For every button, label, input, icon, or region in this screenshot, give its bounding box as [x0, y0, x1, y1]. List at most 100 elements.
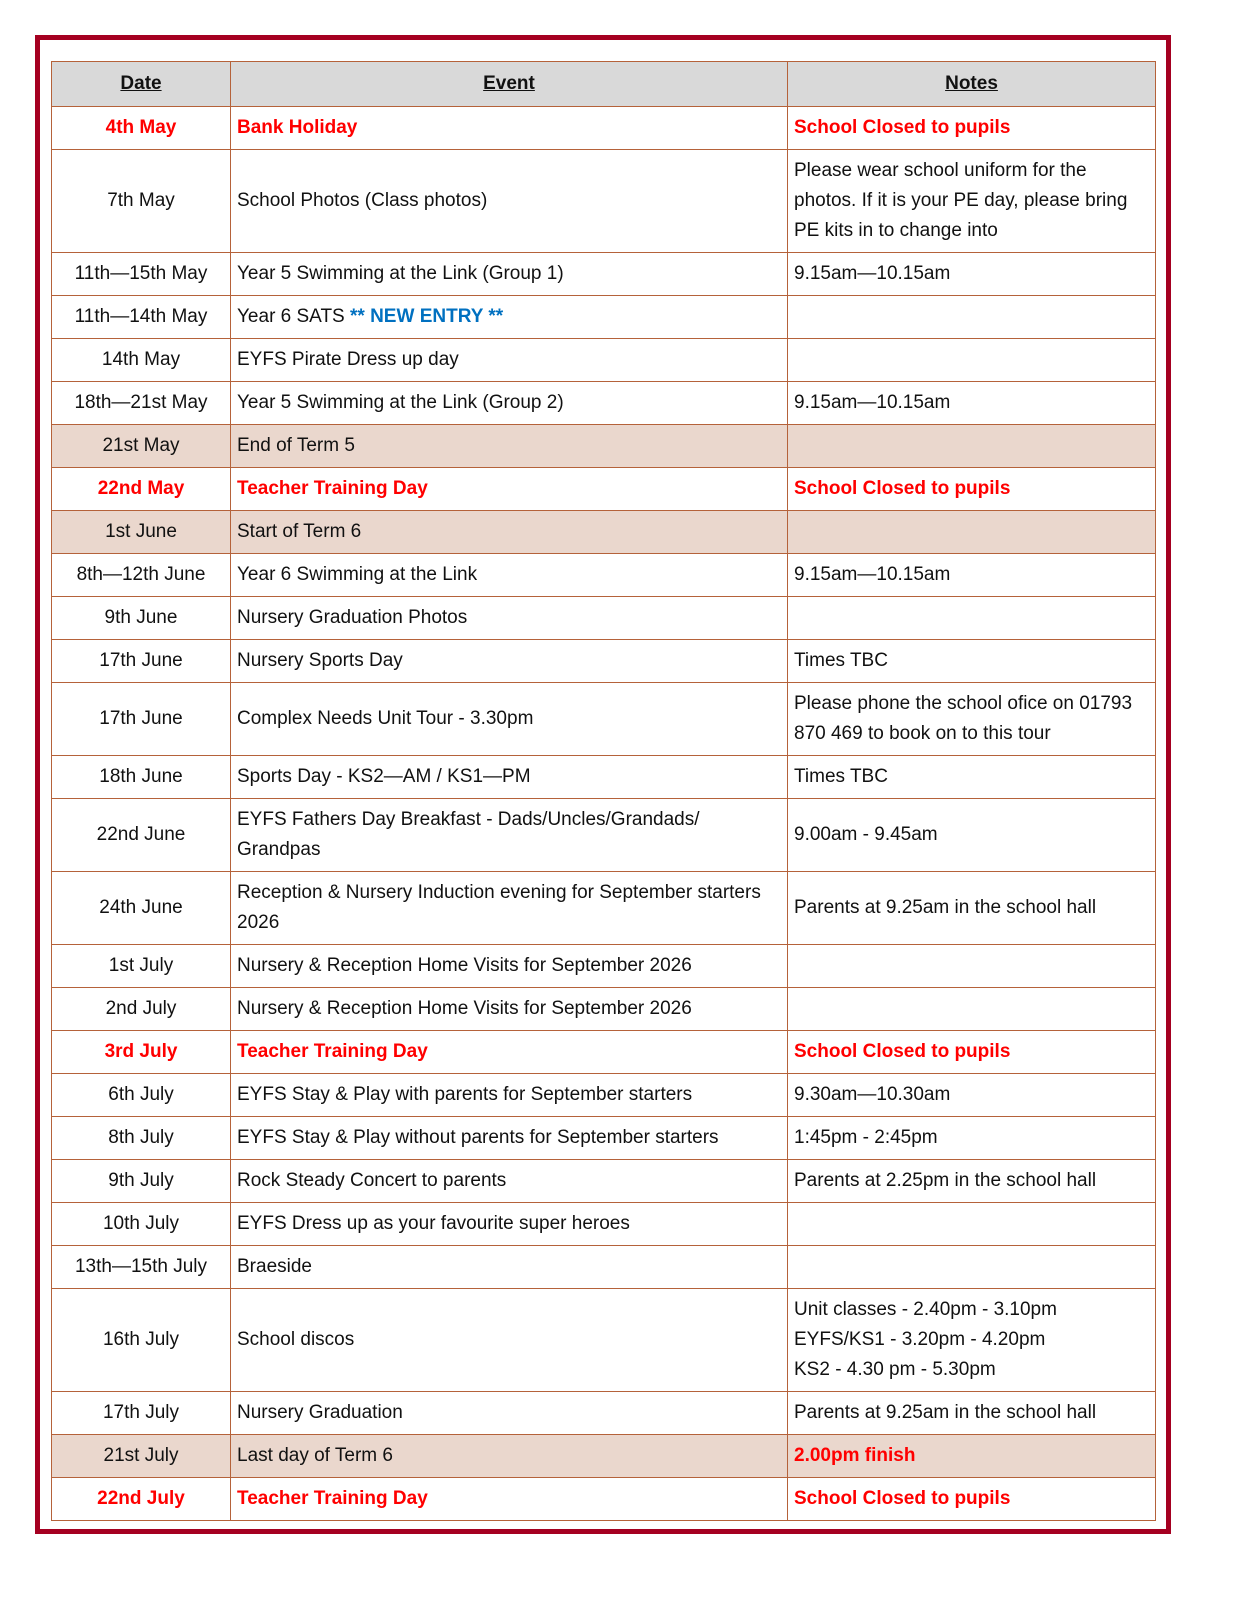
notes-text: 9.15am—10.15am	[794, 263, 951, 284]
date-text: 21st July	[103, 1445, 179, 1466]
table-row: 1st July Nursery & Reception Home Visits …	[51, 944, 1156, 988]
event-text: Year 6 SATS	[237, 306, 351, 327]
event-cell: Rock Steady Concert to parents	[230, 1159, 788, 1203]
table-row: 8th—12th June Year 6 Swimming at the Link…	[51, 553, 1156, 597]
notes-cell	[787, 987, 1156, 1031]
event-cell: EYFS Stay & Play without parents for Sep…	[230, 1116, 788, 1160]
event-cell: Year 5 Swimming at the Link (Group 2)	[230, 381, 788, 425]
date-text: 22nd June	[96, 824, 186, 845]
notes-cell: 9.15am—10.15am	[787, 381, 1156, 425]
date-cell: 22nd June	[51, 798, 231, 872]
date-text: 11th—14th May	[74, 306, 208, 327]
header-row: Date Event Notes	[51, 61, 1156, 107]
event-cell: Last day of Term 6	[230, 1434, 788, 1478]
notes-cell	[787, 424, 1156, 468]
table-row: 7th May School Photos (Class photos) Pleas…	[51, 149, 1156, 253]
date-text: 17th June	[99, 650, 183, 671]
table-row: 10th July EYFS Dress up as your favourite…	[51, 1202, 1156, 1246]
notes-cell	[787, 596, 1156, 640]
date-cell: 4th May	[51, 106, 231, 150]
date-text: 17th July	[102, 1402, 180, 1423]
table-row: 6th July EYFS Stay & Play with parents fo…	[51, 1073, 1156, 1117]
notes-cell	[787, 1202, 1156, 1246]
table-row: 18th—21st May Year 5 Swimming at the Link…	[51, 381, 1156, 425]
date-cell: 3rd July	[51, 1030, 231, 1074]
table-row: 11th—14th May Year 6 SATS ** NEW ENTRY **	[51, 295, 1156, 339]
notes-text: School Closed to pupils	[794, 1041, 1011, 1062]
event-cell: Sports Day - KS2—AM / KS1—PM	[230, 755, 788, 799]
event-text: EYFS Stay & Play with parents for Septem…	[237, 1084, 693, 1105]
table-row: 17th June Nursery Sports Day Times TBC	[51, 639, 1156, 683]
date-cell: 17th June	[51, 639, 231, 683]
notes-text: Times TBC	[794, 650, 888, 671]
event-cell: Year 5 Swimming at the Link (Group 1)	[230, 252, 788, 296]
notes-cell: Parents at 2.25pm in the school hall	[787, 1159, 1156, 1203]
notes-cell: 1:45pm - 2:45pm	[787, 1116, 1156, 1160]
table-row: 17th June Complex Needs Unit Tour - 3.30p…	[51, 682, 1156, 756]
event-text: Year 5 Swimming at the Link (Group 1)	[237, 263, 564, 284]
date-text: 16th July	[102, 1329, 180, 1350]
notes-text: Parents at 9.25am in the school hall	[794, 897, 1097, 918]
notes-cell	[787, 510, 1156, 554]
event-text: Bank Holiday	[237, 117, 358, 138]
event-text: End of Term 5	[237, 435, 355, 456]
event-cell: End of Term 5	[230, 424, 788, 468]
date-cell: 17th July	[51, 1391, 231, 1435]
date-text: 22nd May	[97, 478, 185, 499]
date-cell: 8th July	[51, 1116, 231, 1160]
notes-text: Please wear school uniform for the photo…	[794, 160, 1128, 241]
event-text: Rock Steady Concert to parents	[237, 1170, 507, 1191]
notes-text: School Closed to pupils	[794, 478, 1011, 499]
notes-cell: 9.15am—10.15am	[787, 553, 1156, 597]
page-frame	[35, 35, 1171, 1534]
table-row: 14th May EYFS Pirate Dress up day	[51, 338, 1156, 382]
event-text: Nursery Graduation Photos	[237, 607, 468, 628]
event-cell: Nursery Graduation	[230, 1391, 788, 1435]
table-row: 9th June Nursery Graduation Photos	[51, 596, 1156, 640]
event-header: Event	[230, 61, 788, 107]
event-cell: Braeside	[230, 1245, 788, 1289]
notes-text: Please phone the school ofice on 01793 8…	[794, 693, 1133, 744]
notes-cell	[787, 1245, 1156, 1289]
notes-text: Parents at 2.25pm in the school hall	[794, 1170, 1097, 1191]
table-row: 16th July School discos Unit classes - 2.4…	[51, 1288, 1156, 1392]
event-cell: Complex Needs Unit Tour - 3.30pm	[230, 682, 788, 756]
date-text: 1st June	[105, 521, 177, 542]
event-cell: Year 6 SATS ** NEW ENTRY **	[230, 295, 788, 339]
event-cell: Teacher Training Day	[230, 467, 788, 511]
date-text: 24th June	[99, 897, 183, 918]
event-text: EYFS Fathers Day Breakfast - Dads/Uncles…	[237, 809, 700, 860]
notes-text: 9.30am—10.30am	[794, 1084, 951, 1105]
events-table: Date Event Notes 4th May Bank Holiday Scho…	[51, 61, 1156, 1521]
event-text: Sports Day - KS2—AM / KS1—PM	[237, 766, 531, 787]
date-cell: 21st July	[51, 1434, 231, 1478]
event-cell: School Photos (Class photos)	[230, 149, 788, 253]
notes-text: Times TBC	[794, 766, 888, 787]
notes-cell: School Closed to pupils	[787, 467, 1156, 511]
notes-text: 9.15am—10.15am	[794, 564, 951, 585]
notes-cell: 9.00am - 9.45am	[787, 798, 1156, 872]
notes-line: Unit classes - 2.40pm - 3.10pm	[794, 1299, 1057, 1320]
event-cell: EYFS Stay & Play with parents for Septem…	[230, 1073, 788, 1117]
date-cell: 9th June	[51, 596, 231, 640]
notes-cell	[787, 338, 1156, 382]
date-cell: 11th—15th May	[51, 252, 231, 296]
notes-cell: 9.30am—10.30am	[787, 1073, 1156, 1117]
table-row: 9th July Rock Steady Concert to parents Pa…	[51, 1159, 1156, 1203]
event-text: Complex Needs Unit Tour - 3.30pm	[237, 708, 534, 729]
event-cell: Nursery Graduation Photos	[230, 596, 788, 640]
table-row: 3rd July Teacher Training Day School Close…	[51, 1030, 1156, 1074]
date-text: 8th—12th June	[76, 564, 206, 585]
notes-cell: Please wear school uniform for the photo…	[787, 149, 1156, 253]
date-cell: 10th July	[51, 1202, 231, 1246]
notes-cell: Times TBC	[787, 755, 1156, 799]
table-row: 18th June Sports Day - KS2—AM / KS1—PM Tim…	[51, 755, 1156, 799]
event-text: Nursery & Reception Home Visits for Sept…	[237, 955, 692, 976]
event-text: Year 5 Swimming at the Link (Group 2)	[237, 392, 564, 413]
notes-line: KS2 - 4.30 pm - 5.30pm	[794, 1359, 996, 1380]
notes-cell	[787, 944, 1156, 988]
date-text: 22nd July	[97, 1488, 185, 1509]
event-cell: Start of Term 6	[230, 510, 788, 554]
date-text: 18th June	[99, 766, 183, 787]
table-row: 22nd May Teacher Training Day School Close…	[51, 467, 1156, 511]
